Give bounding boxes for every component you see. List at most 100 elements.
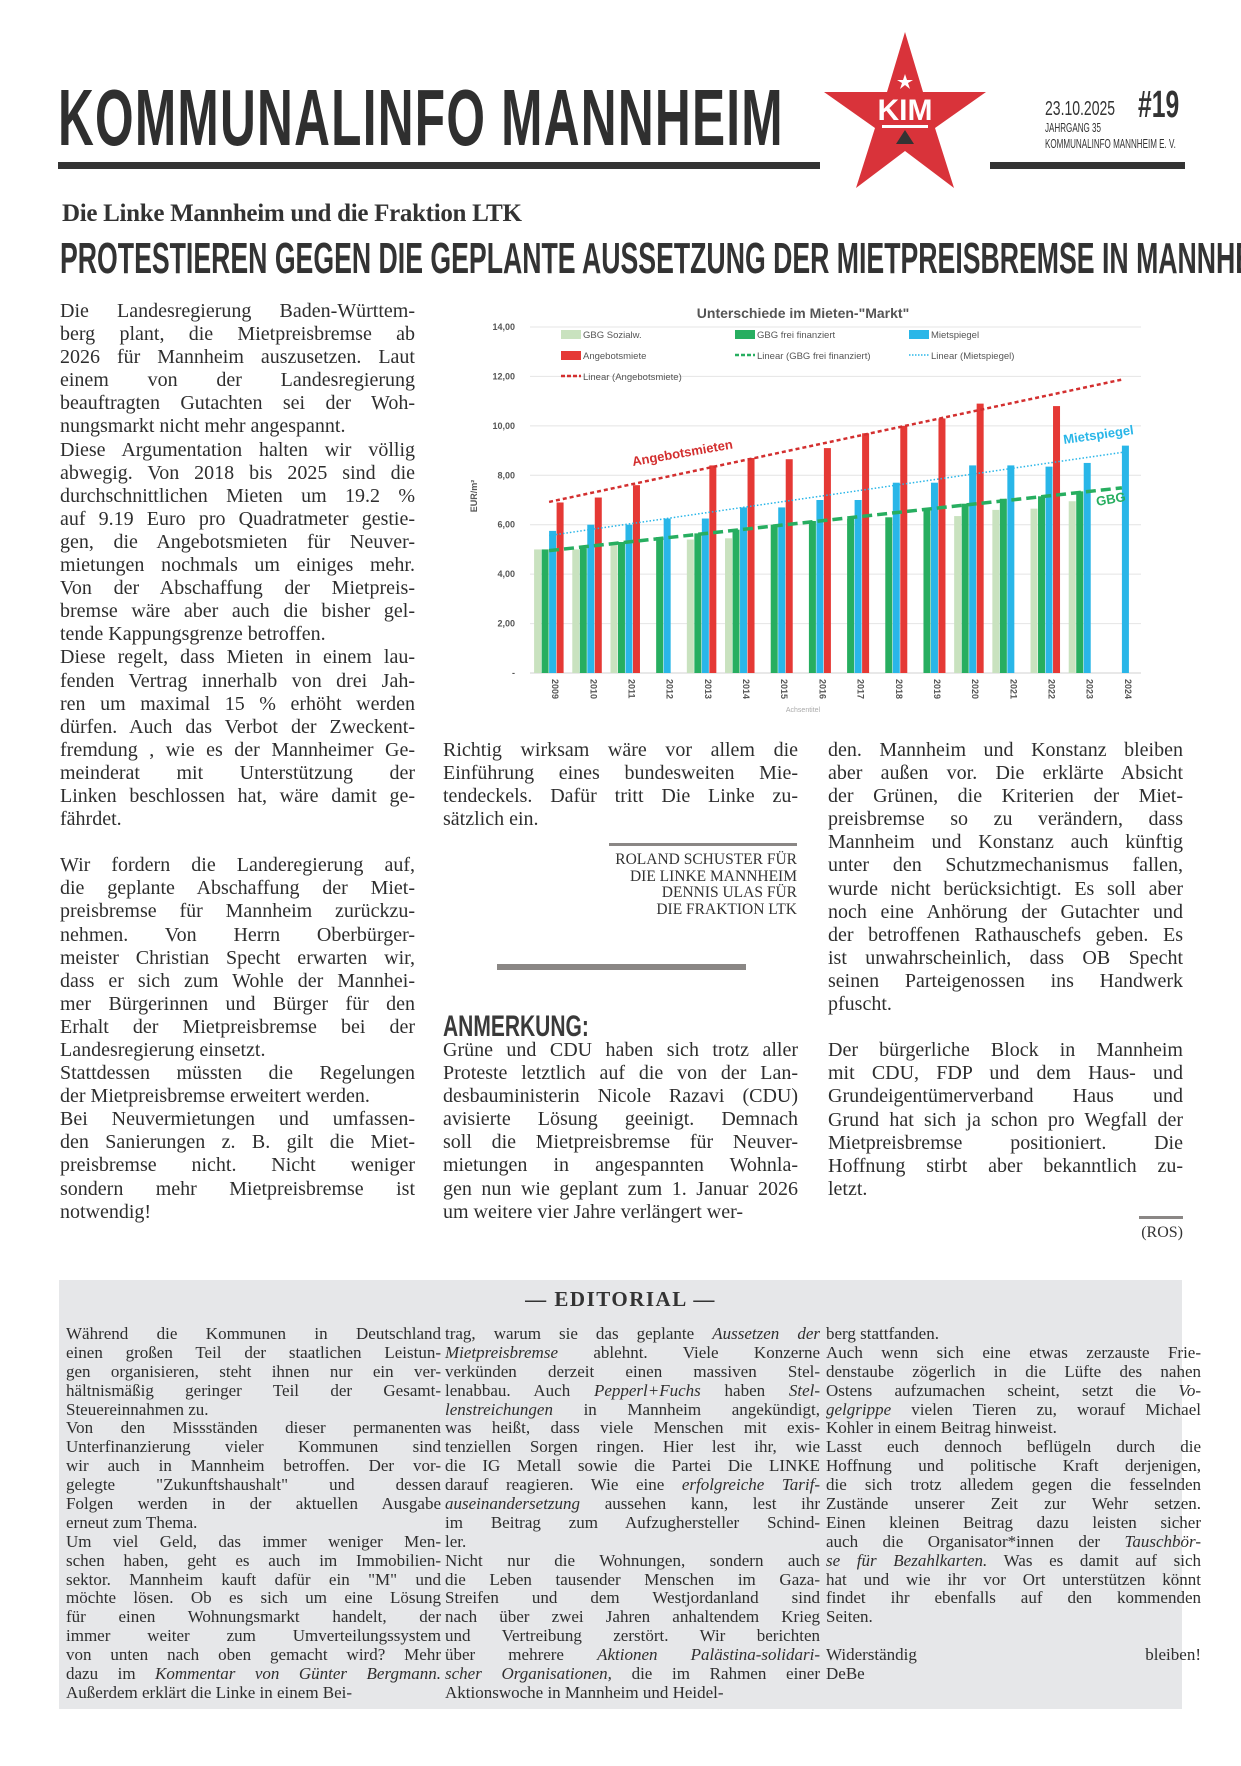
legend-swatch — [561, 351, 581, 360]
bar-mietspiegel — [701, 518, 709, 673]
paragraph: trag, warum sie das geplante Aussetzen d… — [445, 1324, 820, 1552]
bar-mietspiegel — [892, 482, 900, 673]
bar-mietspiegel — [778, 507, 786, 673]
trendline — [548, 378, 1123, 504]
text-line: lenstreichungen in Mannheim angekündigt, — [445, 1399, 820, 1419]
x-axis-label: Achsentitel — [786, 707, 821, 713]
text-line: mer Bürgerinnen und Bürger für den — [60, 992, 415, 1015]
legend-label: GBG frei finanziert — [757, 330, 835, 341]
editorial-column-2: trag, warum sie das geplante Aussetzen d… — [445, 1324, 820, 1703]
text-line: nehmen. Von Herrn Oberbürger- — [60, 923, 415, 946]
text-line: se für Bezahlkarten. Was es damit auf si… — [826, 1550, 1201, 1570]
bar-gbg-sozialw- — [610, 544, 618, 673]
y-axis-label: EUR/m² — [469, 480, 479, 513]
annotation-angebotsmieten: Angebotsmieten — [631, 436, 734, 468]
paragraph-gap — [826, 1627, 1201, 1646]
x-tick-label: 2013 — [703, 679, 713, 699]
editorial-column-1: Während die Kommunen in Deutschland einen… — [66, 1324, 441, 1703]
bar-gbg-frei-finanziert — [770, 524, 778, 673]
text-line: Einführung eines bundesweiten Mie- — [443, 762, 798, 785]
bar-mietspiegel — [625, 524, 633, 673]
bar-mietspiegel — [1083, 462, 1091, 673]
text-line: meister Christian Specht erwarten wir, — [60, 946, 415, 969]
text-line: nungsmarkt nicht mehr angespannt. — [60, 415, 346, 438]
text-line: DeBe — [826, 1664, 865, 1684]
bar-angebotsmiete — [785, 459, 793, 673]
text-line: ist unwahrscheinlich, dass OB Specht — [828, 946, 1183, 969]
x-tick-label: 2023 — [1085, 679, 1095, 699]
text-line: gen organisieren, steht ihnen nur ein ve… — [66, 1361, 441, 1381]
bar-gbg-frei-finanziert — [541, 549, 549, 673]
text-line: sondern mehr Mietpreisbremse ist — [60, 1177, 415, 1200]
text-line: Um viel Geld, das immer weniger Men- — [66, 1531, 441, 1551]
paragraph-gap — [828, 1016, 1183, 1039]
text-line: tendeckels. Dafür tritt Die Linke zu- — [443, 785, 798, 808]
text-line: schen haben, geht es auch im Immobilien- — [66, 1550, 441, 1570]
paragraph: Diese regelt, dass Mieten in einem lau-f… — [60, 646, 415, 831]
bar-angebotsmiete — [938, 418, 946, 673]
text-line: Wir fordern die Landeregierung auf, — [60, 854, 415, 877]
text-line: Von der Abschaffung der Mietpreis- — [60, 577, 415, 600]
text-line: denstaube zögerlich in die Lüfte des nah… — [826, 1361, 1201, 1381]
x-tick-label: 2015 — [779, 679, 789, 699]
paragraph: berg stattfanden. — [826, 1324, 1201, 1344]
bar-gbg-sozialw- — [954, 516, 962, 673]
x-tick-label: 2009 — [550, 679, 560, 699]
text-line: Proteste letztlich auf die von der Lan- — [443, 1062, 798, 1085]
text-line: bremse wäre aber auch die bisher gel- — [60, 600, 415, 623]
bar-angebotsmiete — [556, 502, 564, 673]
text-line: hat und wie ihr vor Ort unterstützen kön… — [826, 1569, 1201, 1589]
bar-gbg-frei-finanziert — [923, 508, 931, 673]
y-tick-label: 2,00 — [497, 619, 515, 629]
text-line: seinen Parteigenossen ins Handwerk — [828, 969, 1183, 992]
x-tick-label: 2011 — [626, 679, 636, 699]
text-line: Widerständig bleiben! — [826, 1645, 1201, 1665]
text-line: darauf reagieren. Wie eine erfolgreiche … — [445, 1475, 820, 1495]
text-line: fenden Vertrag innerhalb von drei Jah- — [60, 669, 415, 692]
text-line: die sich trotz alledem gegen die fesseln… — [826, 1475, 1201, 1495]
bar-gbg-sozialw- — [992, 509, 1000, 673]
x-tick-label: 2016 — [817, 679, 827, 699]
text-line: für einen Wohnungsmarkt handelt, der — [66, 1607, 441, 1627]
article-middle-column: Richtig wirksam wäre vor allem die Einfüh… — [443, 739, 798, 831]
text-line: einen großen Teil der staatlichen Leistu… — [66, 1342, 441, 1362]
bar-gbg-frei-finanziert — [808, 521, 816, 673]
x-tick-label: 2022 — [1047, 679, 1057, 699]
text-line: möchte lösen. Ob es sich um eine Lösung — [66, 1588, 441, 1608]
text-line: Grundeigentümerverband Haus und — [828, 1085, 1183, 1108]
text-line: was heißt, dass viele Menschen mit exis- — [445, 1418, 820, 1438]
text-line: einem von der Landesregierung — [60, 369, 415, 392]
rent-comparison-chart: Unterschiede im Mieten-"Markt" - 2,00 4,00 6… — [457, 296, 1150, 713]
x-tick-label: 2017 — [856, 679, 866, 699]
text-line: findet ihr ebenfalls auf den kommenden — [826, 1588, 1201, 1608]
bar-angebotsmiete — [1053, 406, 1061, 673]
bar-mietspiegel — [587, 524, 595, 673]
text-line: Nicht nur die Wohnungen, sondern auch — [445, 1550, 820, 1570]
text-line: die geplante Abschaffung der Miet- — [60, 877, 415, 900]
paragraph: Grüne und CDU haben sich trotz aller Prot… — [443, 1039, 798, 1224]
bar-gbg-sozialw- — [686, 539, 694, 673]
bar-gbg-frei-finanziert — [579, 548, 587, 673]
paragraph: Von den Missständen dieser permanenten Un… — [66, 1419, 441, 1532]
text-line: Diese regelt, dass Mieten in einem lau- — [60, 646, 415, 669]
paragraph: Lasst euch dennoch beflügeln durch die Ho… — [826, 1437, 1201, 1627]
text-line: Grüne und CDU haben sich trotz aller — [443, 1039, 798, 1061]
x-tick-label: 2012 — [665, 679, 675, 699]
text-line: die IG Metall sowie die Partei Die LINKE — [445, 1456, 820, 1476]
x-tick-label: 2010 — [588, 679, 598, 699]
y-tick-label: 6,00 — [497, 520, 515, 530]
bar-mietspiegel — [549, 530, 557, 673]
bar-angebotsmiete — [632, 485, 640, 673]
text-line: unter den Schutzmechanismus fallen, — [828, 854, 1183, 877]
paragraph: Nicht nur die Wohnungen, sondern auch die… — [445, 1550, 820, 1703]
text-line: gen nun wie geplant zum 1. Januar 2026 — [443, 1177, 798, 1200]
text-line: tenziellen Sorgen ringen. Hier lest ihr,… — [445, 1437, 820, 1457]
text-line: immer weiter zum Umverteilungssystem — [66, 1626, 441, 1646]
bar-gbg-sozialw- — [725, 538, 733, 673]
bar-mietspiegel — [1007, 465, 1015, 673]
bar-gbg-frei-finanziert — [656, 537, 664, 673]
text-line: durchschnittlichen Mieten um 19.2 % — [60, 484, 415, 507]
text-line: sektor. Mannheim kauft dafür ein "M" und — [66, 1569, 441, 1589]
masthead-title: KOMMUNALINFO MANNHEIM — [58, 73, 784, 162]
text-line: preisbremse so zu verändern, dass — [828, 808, 1183, 831]
